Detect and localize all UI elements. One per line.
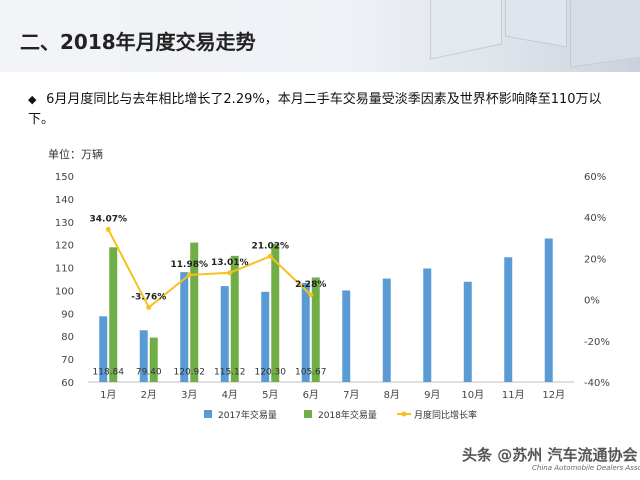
- y-right-tick-label: 40%: [584, 213, 606, 224]
- summary-text: 6月月度同比与去年相比增长了2.29%，本月二手车交易量受淡季因素及世界杯影响降…: [28, 92, 602, 127]
- growth-rate-label: 34.07%: [90, 214, 128, 224]
- header-banner: 二、2018年月度交易走势: [0, 0, 640, 72]
- growth-rate-point: [267, 253, 273, 259]
- bar-2017: [139, 330, 148, 382]
- x-tick-label: 7月: [343, 389, 359, 401]
- x-tick-label: 1月: [100, 389, 116, 401]
- bar-2017: [301, 282, 310, 382]
- decorative-cube: [570, 0, 640, 68]
- y-left-tick-label: 100: [55, 286, 74, 297]
- y-right-tick-label: 60%: [584, 172, 606, 183]
- bar-value-label: 120.92: [174, 368, 206, 378]
- growth-rate-label: 2.28%: [295, 280, 326, 290]
- bar-value-label: 115.12: [214, 368, 246, 378]
- bar-2018: [271, 243, 280, 382]
- diamond-bullet-icon: ◆: [28, 93, 37, 106]
- y-left-tick-label: 110: [55, 264, 74, 275]
- y-left-tick-label: 70: [61, 355, 74, 366]
- summary-bullet: ◆ 6月月度同比与去年相比增长了2.29%，本月二手车交易量受淡季因素及世界杯影…: [28, 90, 608, 130]
- y-left-tick-label: 150: [55, 172, 74, 183]
- growth-rate-label: 13.01%: [211, 258, 249, 268]
- legend-label: 2017年交易量: [218, 409, 277, 421]
- chart-unit-label: 单位：万辆: [48, 148, 103, 161]
- bar-2017: [544, 238, 553, 382]
- watermark-text: 头条 @苏州 汽车流通协会: [462, 446, 638, 464]
- y-right-tick-label: -20%: [584, 337, 610, 348]
- y-left-tick-label: 90: [61, 309, 74, 320]
- growth-rate-point: [146, 304, 152, 310]
- bar-value-label: 79.40: [136, 368, 162, 378]
- bar-2018: [311, 277, 320, 382]
- x-tick-label: 12月: [542, 389, 565, 401]
- bar-2017: [342, 290, 351, 382]
- x-tick-label: 10月: [461, 389, 484, 401]
- growth-rate-point: [186, 272, 192, 278]
- growth-rate-point: [227, 270, 233, 276]
- y-left-tick-label: 60: [61, 378, 74, 389]
- y-left-tick-label: 80: [61, 332, 74, 343]
- bar-2017: [382, 278, 391, 382]
- x-tick-label: 6月: [303, 389, 319, 401]
- bar-2017: [423, 268, 432, 382]
- growth-rate-point: [308, 292, 314, 298]
- x-tick-label: 2月: [141, 389, 157, 401]
- y-right-tick-label: -40%: [584, 378, 610, 389]
- growth-rate-label: 21.02%: [252, 241, 290, 251]
- bar-2018: [230, 255, 239, 382]
- bar-2017: [504, 257, 513, 382]
- bar-2018: [190, 242, 199, 382]
- y-left-tick-label: 120: [55, 241, 74, 252]
- growth-rate-label: 11.98%: [171, 260, 209, 270]
- bar-2018: [149, 337, 158, 382]
- legend-swatch: [304, 410, 312, 418]
- x-tick-label: 11月: [502, 389, 525, 401]
- association-subtitle: China Automobile Dealers Association: [532, 464, 640, 472]
- bar-2017: [463, 281, 472, 382]
- bar-value-label: 118.84: [93, 368, 125, 378]
- growth-rate-line: [107, 228, 312, 309]
- bar-2017: [261, 291, 270, 382]
- bar-2018: [109, 247, 118, 382]
- legend-label: 2018年交易量: [318, 409, 377, 421]
- monthly-trade-chart: 60 70 80 90 100 110 120 130 140 150 -40% -20% 0% 20% 4…: [55, 172, 610, 421]
- y-left-tick-label: 140: [55, 195, 74, 206]
- legend-swatch-marker: [401, 411, 407, 417]
- y-right-tick-label: 20%: [584, 254, 606, 265]
- legend-swatch: [204, 410, 212, 418]
- x-tick-label: 5月: [262, 389, 278, 401]
- legend-label: 月度同比增长率: [414, 409, 477, 421]
- bar-2017: [99, 316, 108, 382]
- page-title: 二、2018年月度交易走势: [20, 30, 256, 54]
- x-tick-label: 8月: [384, 389, 400, 401]
- bar-2017: [180, 272, 189, 382]
- growth-rate-label: -3.76%: [131, 292, 166, 302]
- x-tick-label: 3月: [181, 389, 197, 401]
- x-tick-label: 4月: [222, 389, 238, 401]
- bar-2017: [220, 286, 229, 382]
- x-tick-label: 9月: [424, 389, 440, 401]
- growth-rate-point: [105, 226, 111, 232]
- y-left-tick-label: 130: [55, 218, 74, 229]
- y-right-tick-label: 0%: [584, 296, 600, 307]
- footer-watermark: 头条 @苏州 汽车流通协会 China Automobile Dealers A…: [462, 440, 640, 480]
- bar-value-label: 120.30: [255, 368, 287, 378]
- bar-value-label: 105.67: [295, 368, 327, 378]
